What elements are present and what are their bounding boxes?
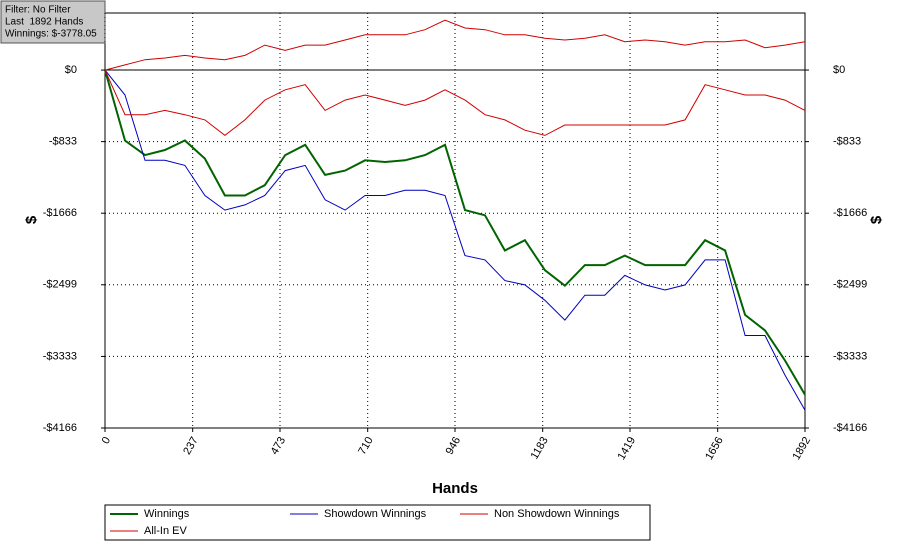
y2-axis-label: $ xyxy=(868,215,885,224)
legend xyxy=(104,504,651,541)
y2-tick-label: -$4166 xyxy=(833,422,867,434)
y-axis-label: $ xyxy=(23,215,40,224)
info-line: Winnings: $-3778.05 xyxy=(5,29,97,40)
legend-label: Winnings xyxy=(144,508,190,520)
line-series xyxy=(104,69,806,411)
legend-label: Showdown Winnings xyxy=(324,508,427,520)
y2-tick-label: $0 xyxy=(833,64,845,76)
y-tick-label: -$833 xyxy=(49,136,77,148)
info-line: Last 1892 Hands xyxy=(5,17,83,28)
y-tick-label: $0 xyxy=(65,64,77,76)
y2-tick-label: -$1666 xyxy=(833,207,867,219)
legend-label: All-In EV xyxy=(144,525,187,537)
info-line: Filter: No Filter xyxy=(5,5,71,16)
line-series xyxy=(104,69,806,396)
y2-tick-label: -$833 xyxy=(833,136,861,148)
x-tick-label: 0 xyxy=(100,435,113,446)
legend-label: Non Showdown Winnings xyxy=(494,508,620,520)
line-series xyxy=(104,69,806,137)
info-box xyxy=(0,0,106,44)
line-series xyxy=(104,19,806,71)
y-tick-label: -$3333 xyxy=(43,350,77,362)
y-tick-label: -$4166 xyxy=(43,422,77,434)
y2-tick-label: -$3333 xyxy=(833,350,867,362)
y-tick-label: -$1666 xyxy=(43,207,77,219)
x-axis-label: Hands xyxy=(432,480,478,497)
y-tick-label: -$2499 xyxy=(43,279,77,291)
y2-tick-label: -$2499 xyxy=(833,279,867,291)
